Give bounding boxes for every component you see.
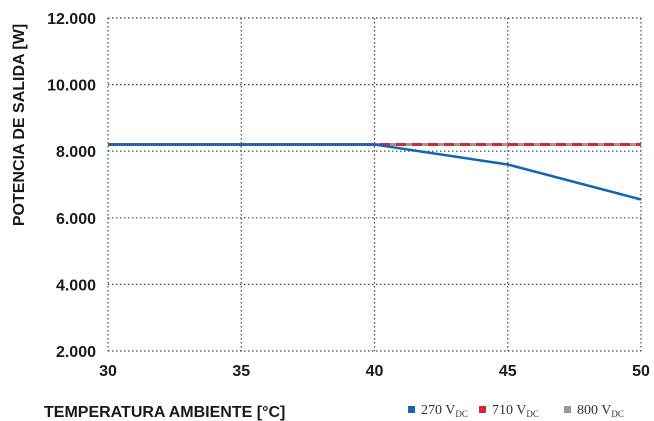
legend-swatch [408,406,415,413]
series-layer [108,143,642,201]
y-tick-label: 10.000 [47,78,96,95]
legend-swatch [479,406,486,413]
y-tick-label: 4.000 [56,277,96,294]
x-tick-label: 35 [232,363,250,380]
grid [107,17,642,352]
legend-label: 800 VDC [577,403,624,419]
x-axis-title: TEMPERATURA AMBIENTE [°C] [44,404,285,421]
series-line-270-v-dc [108,143,642,201]
y-tick-label: 12.000 [47,11,96,28]
x-tick-label: 40 [366,363,384,380]
y-tick-label: 8.000 [56,144,96,161]
y-tick-label: 6.000 [56,211,96,228]
y-tick-label: 2.000 [56,344,96,361]
legend-label: 270 VDC [421,403,468,419]
x-tick-label: 50 [632,363,650,380]
x-tick-label: 30 [99,363,117,380]
y-axis-title: POTENCIA DE SALIDA [W] [11,24,28,226]
y-tick-labels: 2.000 4.000 6.000 8.000 10.000 12.000 [47,11,96,361]
legend-label: 710 VDC [492,403,539,419]
legend: 270 VDC 710 VDC 800 VDC [408,403,624,419]
x-tick-labels: 30 35 40 45 50 [99,363,650,380]
legend-swatch [564,406,571,413]
x-tick-label: 45 [499,363,517,380]
